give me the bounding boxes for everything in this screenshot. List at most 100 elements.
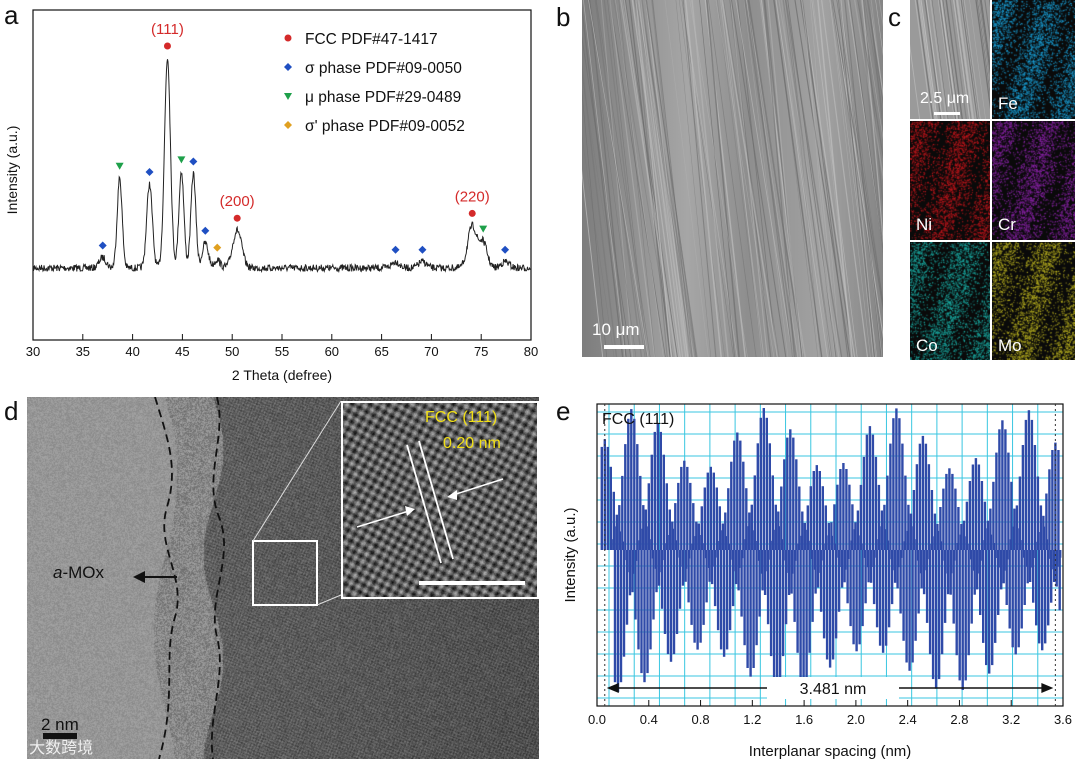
profile-peak-bar [677,482,680,550]
eds-sem-streak [940,0,958,119]
peak-annotation: (220) [455,188,490,205]
profile-trough-bar [914,550,917,641]
sem-streak [821,0,869,357]
fcc-marker [284,34,292,42]
profile-trough-bar [1005,550,1008,605]
sigma-marker [418,245,427,254]
eds-sem-streak [938,0,957,119]
sem-scale-label: 10 μm [592,320,640,339]
sem-streak [868,0,883,134]
sem-streak [582,88,607,357]
profile-peak-bar [774,529,777,550]
profile-peak-bar [980,481,984,550]
profile-peak-bar [721,530,724,550]
amorphous-label-italic: a [53,563,63,582]
sigma-marker [98,241,107,250]
profile-trough-bar [1047,550,1050,626]
profile-peak-bar [1030,419,1034,550]
profile-peak-bar [765,417,768,550]
profile-peak-bar [836,484,839,550]
profile-trough-bar [713,550,717,607]
sem-streak [747,0,794,357]
profile-peak-bar [1018,476,1022,550]
sem-streak [747,0,803,357]
eds-sem-streak [959,0,977,119]
profile-peak-bar [691,543,694,550]
profile-peak-bar [1039,505,1043,550]
fcc-marker [163,42,171,50]
profile-peak-bar [768,443,771,550]
profile-trough-bar [961,550,964,690]
panel-label-a: a [4,0,19,30]
profile-trough-bar [684,550,687,582]
profile-trough-bar [675,550,679,634]
profile-trough-bar [793,550,796,622]
profile-peak-bar [1045,493,1048,550]
profile-peak-bar [1042,515,1045,550]
profile-peak-bar [1010,481,1013,550]
profile-trough-bar [787,550,790,573]
profile-peak-bar [974,458,978,550]
sem-streak [640,0,687,357]
sem-streak [639,0,697,357]
profile-peak-bar [780,486,783,550]
profile-trough-bar [908,550,911,671]
profile-trough-bar [728,550,732,631]
sem-streak [870,0,883,101]
profile-trough-bar [766,550,770,625]
legend-entry: μ phase PDF#29-0489 [305,89,461,106]
eds-sem-streak [945,0,963,119]
hrtem-inset-overlay [356,440,525,585]
profile-peak-bar [730,461,733,550]
sem-streak [729,0,772,357]
profile-peak-bar [662,454,665,550]
sem-streak [829,0,871,357]
profile-peak-bar [621,475,624,550]
profile-trough-bar [707,550,711,568]
profile-trough-bar [746,550,749,668]
xrd-x-ticks: 30 35 40 45 50 55 60 65 70 75 80 [26,334,538,359]
profile-trough-bar [646,550,649,674]
sem-streak [600,0,633,357]
measure-label-bg [767,677,899,699]
profile-peak-bar [638,540,641,550]
sigma-marker [145,168,154,176]
profile-trough-bar [828,550,832,668]
sem-streak [716,0,763,357]
eds-sem-streak [960,0,978,119]
hrtem-scale-bar [43,733,77,739]
eds-scale-bar [934,112,960,115]
measure-label: 3.481 nm [800,681,867,698]
profile-peak-bar [1036,541,1039,550]
profile-trough-bar [922,550,926,595]
sem-streak [615,0,664,357]
sem-streak [830,0,883,347]
profile-trough-bar [613,550,617,683]
profile-trough-bar [790,550,793,594]
legend-entry: σ' phase PDF#09-0052 [305,118,465,135]
profile-trough-bar [866,550,870,568]
eds-sem-streak [984,0,990,43]
profile-peak-bar [795,459,798,550]
hrtem-boundary-inner [211,397,225,759]
sem-streak [699,0,735,357]
profile-peak-bar [801,511,804,550]
profile-trough-bar [834,550,838,639]
profile-trough-bar [719,550,723,650]
sem-streak [860,0,883,140]
profile-peak-bar [1021,445,1025,550]
sem-streak [681,0,734,357]
sem-streak [689,0,748,357]
profile-peak-bar [942,488,945,550]
profile-trough-bar [1023,550,1026,558]
panel-label-b: b [556,2,571,32]
profile-peak-bar [853,529,857,550]
peak-annotation: (111) [151,21,184,38]
profile-peak-bar [639,475,642,550]
profile-peak-bar [718,541,721,550]
profile-peak-bar [665,543,668,550]
profile-peak-bar [668,509,671,550]
profile-peak-bar [656,423,659,550]
profile-peak-bar [803,522,806,550]
profile-trough-bar [731,550,734,560]
